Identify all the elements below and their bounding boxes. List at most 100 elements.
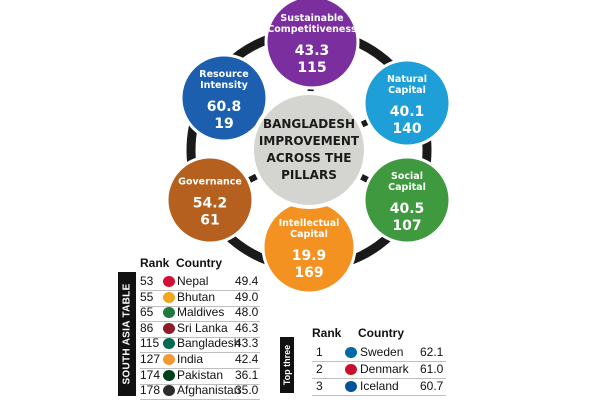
top-three-score: 60.7: [420, 379, 444, 393]
top-three-country: Denmark: [360, 362, 409, 376]
flag-icon: [345, 347, 357, 358]
pillar-label-4-0: Governance: [178, 177, 242, 188]
top-three-header-rank: Rank: [312, 326, 342, 340]
pillar-rank-1: 140: [392, 121, 421, 137]
pillar-rank-3: 169: [294, 265, 323, 281]
center-bubble: BANGLADESH IMPROVEMENT ACROSS THE PILLAR…: [250, 91, 368, 209]
pillar-label-5-0: Resource: [199, 69, 248, 80]
flag-icon: [163, 385, 175, 397]
flag-icon: [345, 381, 357, 392]
top-three-row: 1 Sweden 62.1: [312, 344, 446, 362]
south-asia-score: 49.4: [235, 274, 259, 288]
pillar-bubble-1: [362, 58, 452, 148]
south-asia-rank: 53: [140, 274, 154, 288]
south-asia-row: 53 Nepal 49.4: [140, 273, 260, 291]
flag-icon: [163, 354, 175, 365]
pillar-rank-5: 19: [214, 116, 233, 132]
south-asia-rank: 86: [140, 320, 154, 335]
top-three-header-country: Country: [358, 326, 404, 340]
pillar-score-0: 43.3: [295, 43, 330, 59]
south-asia-header-rank: Rank: [140, 256, 170, 270]
pillar-label-1-1: Capital: [388, 85, 426, 96]
top-three-rank: 2: [316, 362, 323, 376]
pillar-label-1-0: Natural: [387, 74, 427, 85]
south-asia-row: 174 Pakistan 36.1: [140, 367, 260, 385]
south-asia-rank: 115: [140, 336, 160, 351]
south-asia-rank: 178: [140, 383, 161, 398]
top-three-country: Iceland: [360, 379, 399, 393]
flag-icon: [163, 369, 175, 381]
pillar-rank-2: 107: [392, 218, 421, 234]
top-three-rank: 3: [316, 379, 323, 393]
south-asia-row: 55 Bhutan 49.0: [140, 289, 260, 307]
south-asia-rank: 55: [140, 289, 154, 304]
pillar-label-3-1: Capital: [290, 229, 328, 240]
south-asia-score: 36.1: [235, 367, 259, 382]
center-text-line-1: BANGLADESH: [263, 117, 355, 131]
south-asia-row: 115 Bangladesh 43.3: [140, 335, 260, 354]
top-three-tab: Top three: [280, 337, 294, 393]
flag-icon: [345, 364, 357, 375]
flag-icon: [163, 307, 175, 319]
south-asia-tab: SOUTH ASIA TABLE: [118, 272, 136, 396]
top-three-score: 62.1: [420, 345, 444, 359]
south-asia-header-country: Country: [176, 256, 222, 270]
top-three-row: 3 Iceland 60.7: [312, 378, 446, 396]
south-asia-rank: 65: [140, 305, 154, 320]
pillar-bubble-0: [264, 0, 360, 90]
center-text-line-3: ACROSS THE: [267, 151, 352, 165]
flag-icon: [163, 338, 175, 350]
south-asia-country: Sri Lanka: [177, 320, 228, 335]
south-asia-score: 49.0: [235, 289, 259, 304]
south-asia-row: 178 Afghanistan 35.0: [140, 382, 260, 400]
center-text-line-4: PILLARS: [281, 168, 337, 182]
south-asia-row: 86 Sri Lanka 46.3: [140, 320, 260, 338]
south-asia-score: 48.0: [235, 305, 259, 320]
south-asia-country: Afghanistan: [177, 383, 241, 398]
south-asia-country: Bangladesh: [177, 336, 241, 351]
center-text-line-2: IMPROVEMENT: [259, 134, 360, 148]
south-asia-rank: 127: [140, 352, 161, 366]
top-three-table: Rank Country 1 Sweden 62.1 2 Denmark 61.0 3 Ice…: [312, 326, 446, 396]
south-asia-rank: 174: [140, 367, 161, 382]
pillar-score-4: 54.2: [193, 196, 228, 212]
pillar-label-0-0: Sustainable: [280, 13, 343, 24]
south-asia-score: 43.3: [235, 336, 259, 351]
pillar-rank-0: 115: [297, 60, 326, 76]
south-asia-country: Maldives: [177, 305, 225, 320]
flag-icon: [163, 291, 175, 303]
top-three-country: Sweden: [360, 345, 404, 359]
pillar-rank-4: 61: [200, 213, 219, 229]
south-asia-tab-label: SOUTH ASIA TABLE: [121, 283, 133, 385]
pillar-bubble-5: [179, 53, 269, 143]
top-three-row: 2 Denmark 61.0: [312, 361, 446, 379]
top-three-tab-label: Top three: [282, 344, 292, 386]
pillar-4: Governance 54.261: [165, 155, 255, 245]
pillar-label-0-1: Competitiveness: [267, 24, 357, 35]
pillar-bubble-2: [362, 155, 452, 245]
pillar-label-3-0: Intellectual: [279, 218, 340, 229]
pillar-score-3: 19.9: [292, 248, 327, 264]
pillar-score-5: 60.8: [207, 99, 242, 115]
pillar-label-2-0: Social: [391, 171, 423, 182]
south-asia-score: 35.0: [235, 383, 259, 398]
south-asia-score: 46.3: [235, 320, 259, 335]
south-asia-country: Pakistan: [177, 367, 224, 382]
south-asia-country: India: [177, 352, 204, 366]
top-three-score: 61.0: [420, 362, 444, 376]
pillar-label-5-1: Intensity: [200, 80, 248, 91]
south-asia-row: 65 Maldives 48.0: [140, 304, 260, 323]
top-three-rank: 1: [316, 345, 323, 359]
south-asia-country: Nepal: [177, 274, 209, 288]
south-asia-row: 127 India 42.4: [140, 351, 260, 369]
south-asia-table: Rank Country 53 Nepal 49.4 55 Bhutan 49.0 65 Ma…: [140, 256, 260, 400]
flag-icon: [163, 322, 175, 334]
pillar-label-2-1: Capital: [388, 182, 426, 193]
